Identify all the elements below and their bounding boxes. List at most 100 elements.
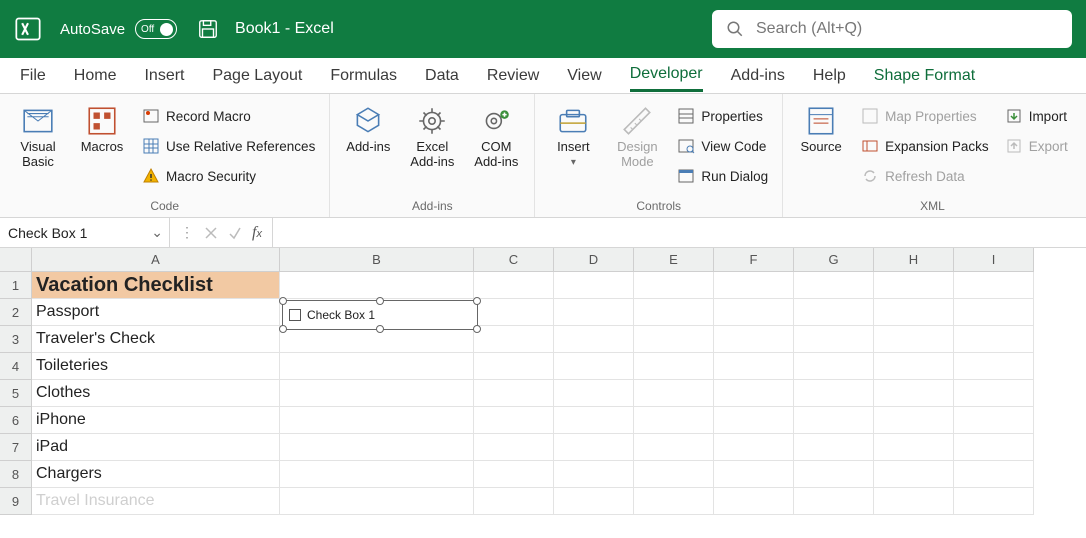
cell-G3[interactable]	[794, 326, 874, 353]
tab-developer[interactable]: Developer	[630, 59, 703, 92]
cell-B7[interactable]	[280, 434, 474, 461]
cell-F9[interactable]	[714, 488, 794, 515]
cell-B1[interactable]	[280, 272, 474, 299]
cell-B6[interactable]	[280, 407, 474, 434]
cell-I6[interactable]	[954, 407, 1034, 434]
cell-E2[interactable]	[634, 299, 714, 326]
tab-shape-format[interactable]: Shape Format	[874, 61, 975, 91]
macros-button[interactable]: Macros	[74, 98, 130, 155]
cell-C7[interactable]	[474, 434, 554, 461]
tab-review[interactable]: Review	[487, 61, 539, 91]
cell-E4[interactable]	[634, 353, 714, 380]
col-header-B[interactable]: B	[280, 248, 474, 272]
record-macro-button[interactable]: Record Macro	[138, 102, 319, 130]
properties-button[interactable]: Properties	[673, 102, 772, 130]
cell-H5[interactable]	[874, 380, 954, 407]
tab-help[interactable]: Help	[813, 61, 846, 91]
tab-data[interactable]: Data	[425, 61, 459, 91]
cell-F8[interactable]	[714, 461, 794, 488]
relative-refs-button[interactable]: Use Relative References	[138, 132, 319, 160]
chevron-down-icon[interactable]: ⌄	[151, 224, 163, 241]
cell-H9[interactable]	[874, 488, 954, 515]
cell-C4[interactable]	[474, 353, 554, 380]
cell-F3[interactable]	[714, 326, 794, 353]
cell-A1[interactable]: Vacation Checklist	[32, 272, 280, 299]
cell-C5[interactable]	[474, 380, 554, 407]
row-header-2[interactable]: 2	[0, 299, 32, 326]
cell-C8[interactable]	[474, 461, 554, 488]
checkbox-shape[interactable]: Check Box 1	[282, 300, 478, 330]
formula-bar[interactable]	[272, 218, 1086, 247]
cell-C3[interactable]	[474, 326, 554, 353]
tab-file[interactable]: File	[20, 61, 46, 91]
cell-D5[interactable]	[554, 380, 634, 407]
cell-H2[interactable]	[874, 299, 954, 326]
cell-A7[interactable]: iPad	[32, 434, 280, 461]
cell-I1[interactable]	[954, 272, 1034, 299]
cell-G5[interactable]	[794, 380, 874, 407]
source-button[interactable]: Source	[793, 98, 849, 155]
col-header-H[interactable]: H	[874, 248, 954, 272]
cell-E1[interactable]	[634, 272, 714, 299]
visual-basic-button[interactable]: Visual Basic	[10, 98, 66, 170]
cell-F4[interactable]	[714, 353, 794, 380]
tab-add-ins[interactable]: Add-ins	[731, 61, 785, 91]
col-header-I[interactable]: I	[954, 248, 1034, 272]
cell-I4[interactable]	[954, 353, 1034, 380]
view-code-button[interactable]: View Code	[673, 132, 772, 160]
cell-I3[interactable]	[954, 326, 1034, 353]
cell-F7[interactable]	[714, 434, 794, 461]
col-header-F[interactable]: F	[714, 248, 794, 272]
cell-A8[interactable]: Chargers	[32, 461, 280, 488]
cell-I8[interactable]	[954, 461, 1034, 488]
cell-C9[interactable]	[474, 488, 554, 515]
cell-H4[interactable]	[874, 353, 954, 380]
select-all-corner[interactable]	[0, 248, 32, 272]
cell-E7[interactable]	[634, 434, 714, 461]
cell-E6[interactable]	[634, 407, 714, 434]
cell-I5[interactable]	[954, 380, 1034, 407]
col-header-D[interactable]: D	[554, 248, 634, 272]
cell-A2[interactable]: Passport	[32, 299, 280, 326]
more-icon[interactable]: ⋮	[180, 224, 194, 241]
cell-C6[interactable]	[474, 407, 554, 434]
tab-insert[interactable]: Insert	[144, 61, 184, 91]
cell-D6[interactable]	[554, 407, 634, 434]
cell-F2[interactable]	[714, 299, 794, 326]
toggle-switch[interactable]: Off	[135, 19, 177, 39]
cell-A4[interactable]: Toileteries	[32, 353, 280, 380]
cell-G8[interactable]	[794, 461, 874, 488]
cell-F5[interactable]	[714, 380, 794, 407]
cell-D1[interactable]	[554, 272, 634, 299]
cell-I9[interactable]	[954, 488, 1034, 515]
macro-security-button[interactable]: Macro Security	[138, 162, 319, 190]
cell-D7[interactable]	[554, 434, 634, 461]
cell-D3[interactable]	[554, 326, 634, 353]
cell-B4[interactable]	[280, 353, 474, 380]
row-header-9[interactable]: 9	[0, 488, 32, 515]
name-box[interactable]: Check Box 1 ⌄	[0, 218, 170, 247]
design-mode-button[interactable]: Design Mode	[609, 98, 665, 170]
cell-H7[interactable]	[874, 434, 954, 461]
row-header-6[interactable]: 6	[0, 407, 32, 434]
col-header-E[interactable]: E	[634, 248, 714, 272]
cell-A5[interactable]: Clothes	[32, 380, 280, 407]
cell-A6[interactable]: iPhone	[32, 407, 280, 434]
cell-I2[interactable]	[954, 299, 1034, 326]
cell-G4[interactable]	[794, 353, 874, 380]
cell-H1[interactable]	[874, 272, 954, 299]
cell-F6[interactable]	[714, 407, 794, 434]
row-header-3[interactable]: 3	[0, 326, 32, 353]
cell-E5[interactable]	[634, 380, 714, 407]
cell-G6[interactable]	[794, 407, 874, 434]
cell-B5[interactable]	[280, 380, 474, 407]
tab-home[interactable]: Home	[74, 61, 117, 91]
cell-H6[interactable]	[874, 407, 954, 434]
cell-G7[interactable]	[794, 434, 874, 461]
cell-D2[interactable]	[554, 299, 634, 326]
row-header-1[interactable]: 1	[0, 272, 32, 299]
tab-page-layout[interactable]: Page Layout	[212, 61, 302, 91]
row-header-7[interactable]: 7	[0, 434, 32, 461]
checkbox-box[interactable]	[289, 309, 301, 321]
cell-A3[interactable]: Traveler's Check	[32, 326, 280, 353]
